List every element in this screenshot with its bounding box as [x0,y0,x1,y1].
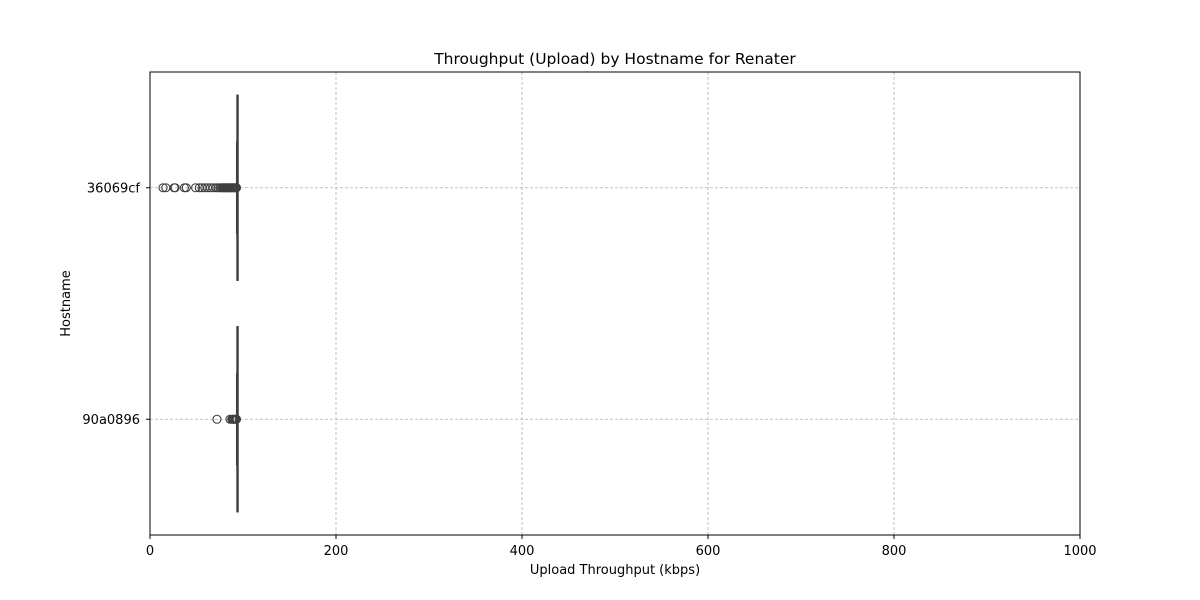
outlier-point [181,183,191,193]
x-axis-label: Upload Throughput (kbps) [530,563,700,578]
plot-frame [149,71,1081,536]
outlier-point [205,183,215,193]
outlier-point [170,183,180,193]
outlier-point [158,183,168,193]
x-tick-label: 400 [510,544,535,559]
x-tick-label: 1000 [1063,544,1096,559]
outlier-point [231,414,242,424]
x-tick-label: 0 [146,544,154,559]
x-axis-ticks: 0 200 400 600 800 1000 [146,535,1097,559]
chart-title: Throughput (Upload) by Hostname for Rena… [433,50,796,68]
box-layer [158,94,242,513]
x-tick-label: 800 [882,544,907,559]
y-tick-label: 36069cf [87,181,141,196]
y-axis-label: Hostname [59,270,74,336]
y-tick-label: 90a0896 [82,413,140,428]
y-axis-ticks: 36069cf 90a0896 [82,181,150,428]
outlier-point [212,414,222,424]
outlier-point [231,183,242,193]
box-group [158,94,242,281]
outlier-point [191,183,201,193]
box-group [212,326,242,513]
x-tick-label: 600 [696,544,721,559]
x-tick-label: 200 [324,544,349,559]
